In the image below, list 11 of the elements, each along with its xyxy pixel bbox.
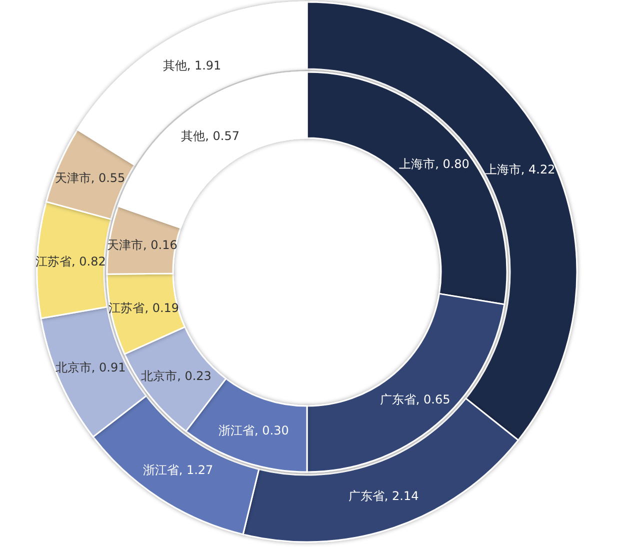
slice-label: 广东省, 2.14 (348, 488, 419, 503)
slice-label: 北京市, 0.23 (141, 368, 212, 383)
slice-label: 浙江省, 1.27 (142, 463, 214, 478)
slice-label: 上海市, 4.22 (484, 162, 556, 176)
slice-label: 广东省, 0.65 (380, 392, 450, 406)
slice-label: 上海市, 0.80 (399, 156, 470, 171)
slice-label: 北京市, 0.91 (55, 360, 126, 374)
slice-label: 浙江省, 0.30 (218, 423, 289, 438)
slice-label: 其他, 1.91 (162, 58, 222, 72)
slice-label: 天津市, 0.55 (54, 170, 126, 185)
slice-label: 其他, 0.57 (181, 128, 240, 143)
